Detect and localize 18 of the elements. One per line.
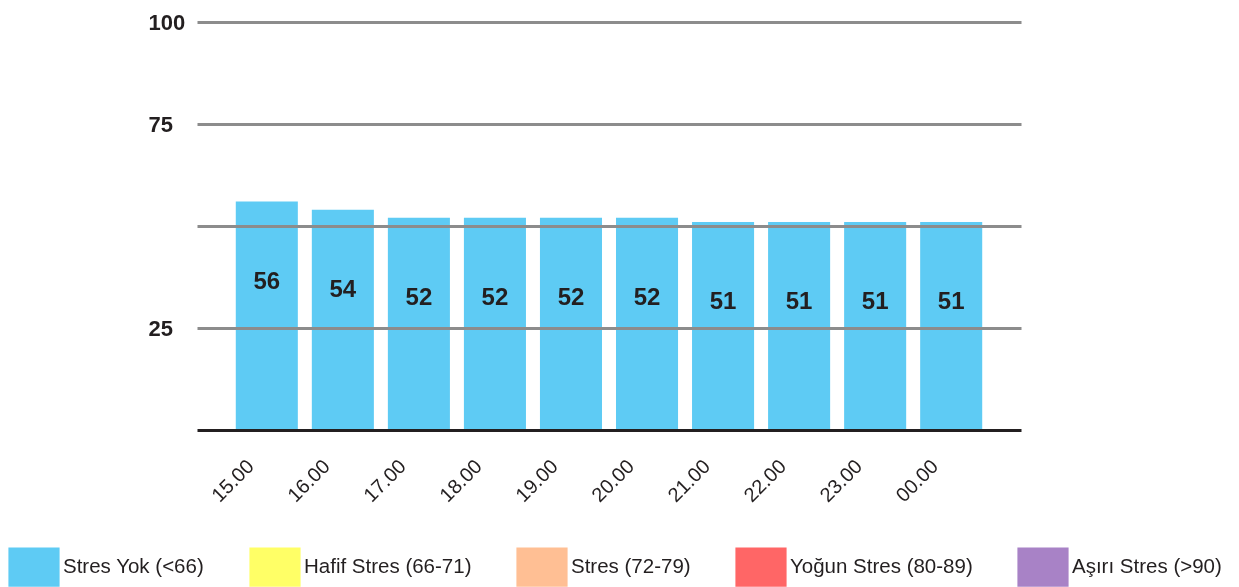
data-label: 52 — [633, 282, 661, 310]
data-label: 52 — [481, 282, 509, 310]
data-label: 51 — [709, 286, 737, 314]
y-tick-label: 25 — [148, 315, 173, 341]
data-label: 52 — [405, 282, 433, 310]
legend-label: Yoğun Stres (80-89) — [790, 554, 973, 578]
y-tick-label: 75 — [148, 111, 173, 137]
y-tick-label: 100 — [148, 9, 186, 35]
data-label: 51 — [937, 286, 965, 314]
data-label: 51 — [785, 286, 813, 314]
legend-label: Stres (72-79) — [571, 554, 691, 578]
data-label: 52 — [557, 282, 585, 310]
legend-label: Aşırı Stres (>90) — [1072, 554, 1222, 578]
legend-label: Stres Yok (<66) — [63, 554, 204, 578]
legend-label: Hafif Stres (66-71) — [304, 554, 472, 578]
data-label: 56 — [253, 266, 281, 294]
data-label: 54 — [329, 274, 357, 302]
data-label: 51 — [861, 286, 889, 314]
